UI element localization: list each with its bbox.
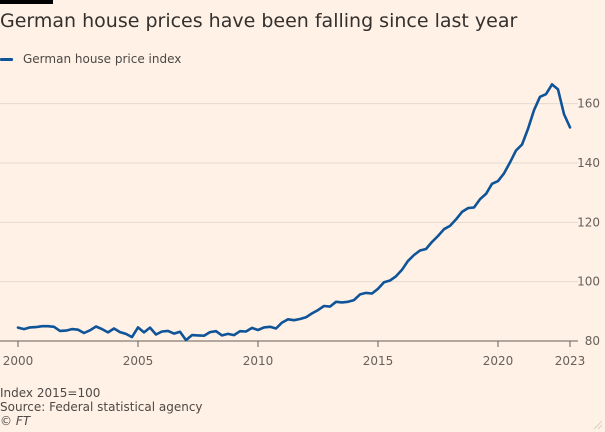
y-tick-label: 140 [577,156,600,170]
chart-title: German house prices have been falling si… [0,10,518,32]
y-tick-label: 80 [585,334,600,348]
x-tick-label: 2005 [123,354,154,368]
y-tick-label: 160 [577,97,600,111]
index-note: Index 2015=100 [0,386,101,400]
y-axis: 80 100 120 140 160 [577,97,600,348]
footer: Index 2015=100 Source: Federal statistic… [0,386,203,428]
resize-corner-icon [593,420,603,430]
series-line-house-price-index [16,83,572,342]
legend-swatch [0,57,13,61]
header-accent-bar [0,0,53,4]
gridlines [0,103,578,342]
x-tick-label: 2015 [363,354,394,368]
x-tick-label: 2023 [555,354,586,368]
ft-credit: © FT [0,414,31,428]
y-tick-label: 120 [577,215,600,229]
x-axis: 2000 2005 2010 2015 2020 2023 [3,341,586,368]
legend: German house price index [0,51,181,67]
x-tick-label: 2020 [483,354,514,368]
series-layer [16,83,572,342]
x-tick-label: 2000 [3,354,34,368]
source-note: Source: Federal statistical agency [0,400,203,414]
legend-label: German house price index [23,52,182,66]
x-tick-label: 2010 [243,354,274,368]
y-tick-label: 100 [577,275,600,289]
